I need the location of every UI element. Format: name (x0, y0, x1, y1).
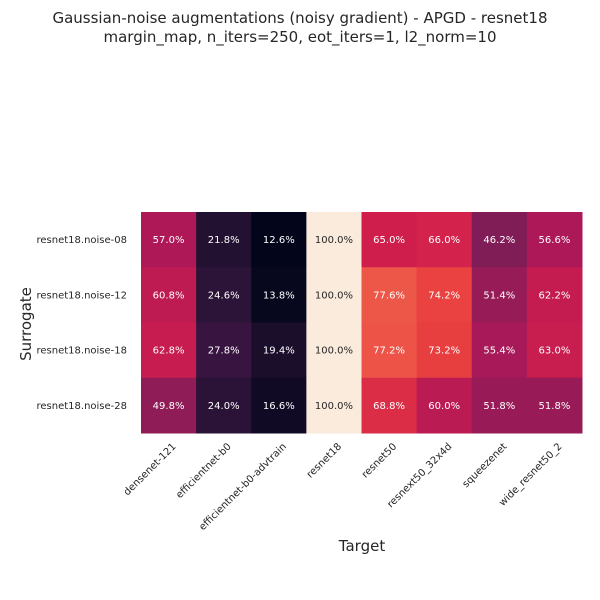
y-axis-label: Surrogate (17, 287, 35, 361)
heatmap-cell-label: 24.6% (208, 290, 240, 301)
heatmap-cell (141, 212, 197, 268)
heatmap-cell (306, 377, 362, 434)
x-tick-label: densenet-121 (122, 441, 179, 498)
heatmap-cell-label: 13.8% (263, 290, 295, 301)
heatmap-cell-label: 16.6% (263, 401, 295, 412)
heatmap-cell-label: 100.0% (315, 401, 353, 412)
heatmap-cell-label: 73.2% (428, 346, 460, 357)
heatmap-cell (251, 267, 307, 323)
y-tick-labels: resnet18.noise-08 resnet18.noise-12 resnet… (37, 235, 128, 412)
heatmap-cell (526, 267, 583, 323)
heatmap-cell-label: 74.2% (428, 290, 460, 301)
heatmap-cell (251, 212, 307, 268)
y-tick-label: resnet18.noise-28 (37, 401, 128, 412)
heatmap-cell-label: 46.2% (483, 235, 515, 246)
heatmap-cell-label: 60.8% (153, 290, 185, 301)
y-tick-label: resnet18.noise-18 (37, 346, 128, 357)
heatmap-cell (306, 212, 362, 268)
chart-title: Gaussian-noise augmentations (noisy grad… (52, 9, 547, 27)
x-tick-label: efficientnet-b0 (174, 441, 234, 501)
x-tick-label: squeezenet (461, 441, 510, 490)
heatmap-cell-label: 51.8% (483, 401, 515, 412)
heatmap-cell (361, 322, 418, 379)
heatmap-cell-label: 57.0% (153, 235, 185, 246)
heatmap-cell-label: 62.2% (539, 290, 571, 301)
heatmap-cell-label: 49.8% (153, 401, 185, 412)
heatmap-cell-label: 100.0% (315, 346, 353, 357)
heatmap-cell (196, 267, 252, 323)
heatmap-cell-label: 60.0% (428, 401, 460, 412)
heatmap-cell-label: 63.0% (539, 346, 571, 357)
heatmap-cell-label: 65.0% (373, 235, 405, 246)
heatmap-cell (141, 377, 197, 434)
heatmap-cell (361, 267, 418, 323)
heatmap-cell (416, 212, 473, 268)
heatmap-cell (416, 322, 473, 379)
heatmap-cell (526, 212, 583, 268)
chart-subtitle: margin_map, n_iters=250, eot_iters=1, l2… (103, 28, 496, 47)
heatmap-cell (251, 377, 307, 434)
x-tick-label: wide_resnet50_2 (497, 441, 564, 508)
heatmap-cell (141, 322, 197, 379)
heatmap-cell (361, 212, 418, 268)
heatmap-cell-label: 66.0% (428, 235, 460, 246)
heatmap-cell-label: 68.8% (373, 401, 405, 412)
heatmap-cell (471, 377, 528, 434)
heatmap-cell-label: 12.6% (263, 235, 295, 246)
heatmap-cell-label: 51.8% (539, 401, 571, 412)
heatmap-cell (251, 322, 307, 379)
y-tick-label: resnet18.noise-08 (37, 235, 128, 246)
heatmap-cell-label: 51.4% (483, 290, 515, 301)
heatmap-cell-label: 77.2% (373, 346, 405, 357)
heatmap-cells: 57.0% 21.8% 12.6% 100.0% 65.0% 66.0% 46.2% 56.6… (141, 212, 583, 434)
x-axis-label: Target (338, 537, 386, 555)
heatmap-cell (196, 377, 252, 434)
heatmap-cell-label: 55.4% (483, 346, 515, 357)
heatmap-cell-label: 24.0% (208, 401, 240, 412)
heatmap-cell-label: 100.0% (315, 290, 353, 301)
heatmap-cell (526, 322, 583, 379)
heatmap-cell (196, 212, 252, 268)
heatmap-cell (471, 322, 528, 379)
x-tick-label: resnet18 (305, 441, 344, 480)
heatmap-cell (416, 377, 473, 434)
x-tick-label: resnet50 (360, 441, 399, 480)
heatmap-cell (141, 267, 197, 323)
heatmap-cell (361, 377, 418, 434)
y-tick-label: resnet18.noise-12 (37, 290, 128, 301)
heatmap-cell (306, 267, 362, 323)
heatmap-cell (306, 322, 362, 379)
heatmap-cell-label: 27.8% (208, 346, 240, 357)
heatmap-cell (416, 267, 473, 323)
heatmap-cell-label: 19.4% (263, 346, 295, 357)
heatmap-cell-label: 21.8% (208, 235, 240, 246)
heatmap-cell (526, 377, 583, 434)
heatmap-cell-label: 56.6% (539, 235, 571, 246)
x-tick-labels: densenet-121efficientnet-b0efficientnet-… (122, 441, 565, 533)
heatmap-cell-label: 62.8% (153, 346, 185, 357)
heatmap-cell (471, 267, 528, 323)
heatmap-cell (196, 322, 252, 379)
heatmap-cell (471, 212, 528, 268)
heatmap-cell-label: 100.0% (315, 235, 353, 246)
heatmap-cell-label: 77.6% (373, 290, 405, 301)
